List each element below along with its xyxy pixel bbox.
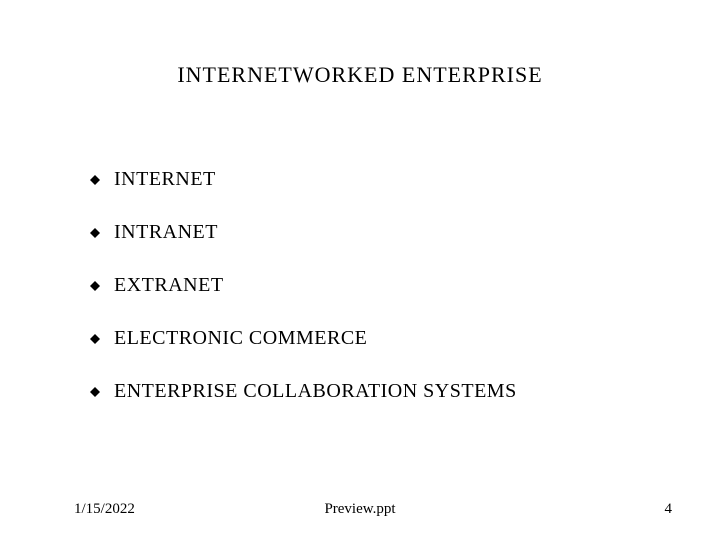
- bullet-text: ELECTRONIC COMMERCE: [114, 327, 367, 350]
- diamond-bullet-icon: [90, 334, 100, 344]
- list-item: EXTRANET: [90, 274, 517, 297]
- diamond-bullet-icon: [90, 228, 100, 238]
- slide-title: INTERNETWORKED ENTERPRISE: [0, 62, 720, 88]
- bullet-text: EXTRANET: [114, 274, 224, 297]
- slide: INTERNETWORKED ENTERPRISE INTERNET INTRA…: [0, 0, 720, 540]
- footer-filename: Preview.ppt: [0, 501, 720, 518]
- bullet-text: INTERNET: [114, 168, 216, 191]
- diamond-bullet-icon: [90, 175, 100, 185]
- list-item: ENTERPRISE COLLABORATION SYSTEMS: [90, 380, 517, 403]
- bullet-list: INTERNET INTRANET EXTRANET ELECTRONIC CO…: [90, 168, 517, 433]
- footer-page-number: 4: [665, 501, 673, 518]
- list-item: INTERNET: [90, 168, 517, 191]
- bullet-text: ENTERPRISE COLLABORATION SYSTEMS: [114, 380, 517, 403]
- diamond-bullet-icon: [90, 281, 100, 291]
- diamond-bullet-icon: [90, 387, 100, 397]
- bullet-text: INTRANET: [114, 221, 218, 244]
- list-item: ELECTRONIC COMMERCE: [90, 327, 517, 350]
- list-item: INTRANET: [90, 221, 517, 244]
